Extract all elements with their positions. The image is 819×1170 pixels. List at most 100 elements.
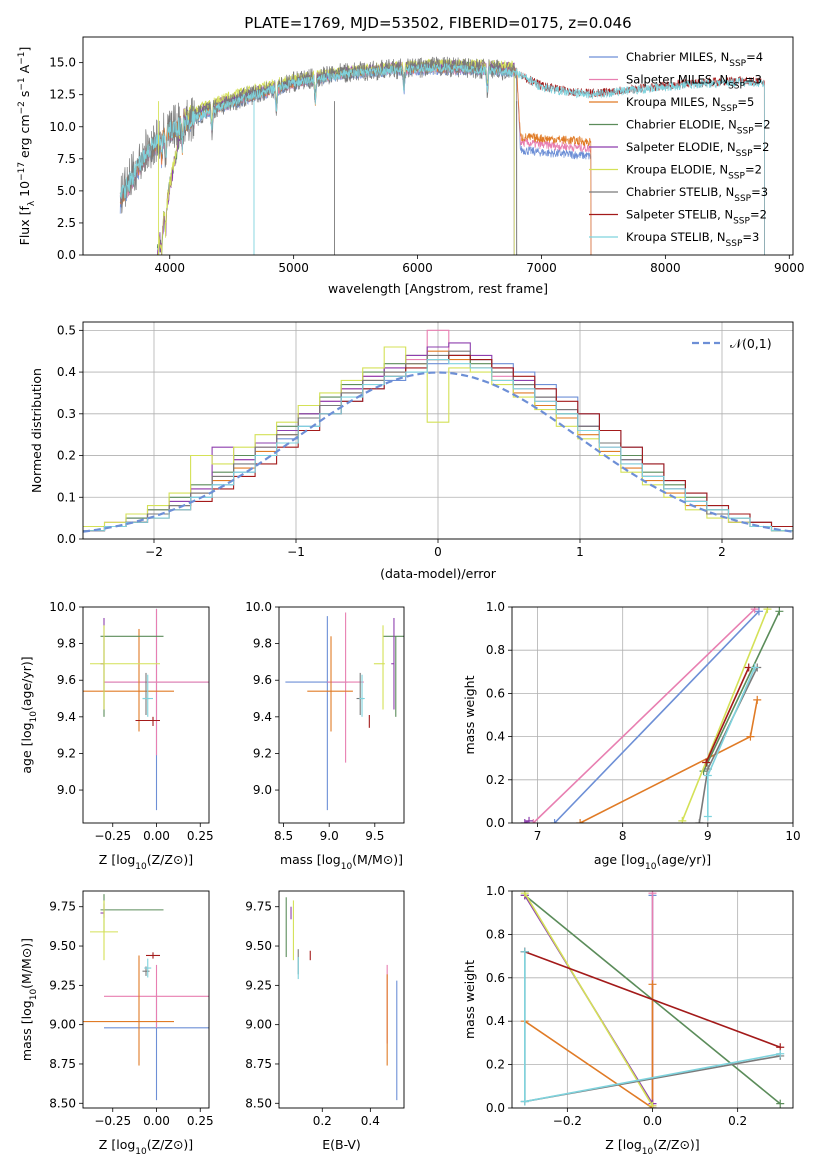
y-tick-label: 0.0 — [486, 1101, 505, 1115]
mass-weight-marker — [520, 1097, 529, 1106]
panel-2-frame — [82, 606, 210, 824]
chart-title: PLATE=1769, MJD=53502, FIBERID=0175, z=0… — [244, 14, 631, 32]
mass-weight-marker — [648, 1101, 657, 1108]
mass-weight-line — [681, 608, 769, 822]
spectrum-series-line — [119, 64, 592, 255]
histogram-lines — [83, 329, 793, 533]
y-tick-label: 0.0 — [57, 532, 76, 546]
panel-6-frame — [278, 890, 405, 1109]
y-tick-label: 8.75 — [49, 1057, 76, 1071]
panel-7-frame — [511, 890, 794, 1109]
y-tick-label: 9.00 — [245, 1018, 272, 1032]
panel-1-axes: −2 −1 0 1 2 0.0 0.1 0.2 0.3 0.4 0.5 — [57, 322, 793, 559]
y-tick-label: 10.0 — [49, 600, 76, 614]
x-tick-label: 8000 — [650, 261, 681, 275]
y-tick-label: 0.4 — [486, 730, 505, 744]
mass-weight-marker — [529, 819, 538, 823]
axis-label: Kroupa ELODIE, NSSP=2 — [626, 163, 762, 182]
y-tick-label: 0.2 — [486, 1058, 505, 1072]
axis-label: mass weight — [462, 960, 477, 1039]
y-tick-label: 0.6 — [486, 971, 505, 985]
mass-weight-marker — [648, 980, 657, 989]
axis-label: Kroupa STELIB, NSSP=3 — [626, 230, 759, 249]
histogram-step-line — [83, 359, 793, 532]
x-tick-label: −2 — [145, 545, 163, 559]
panel-6-axes: 0.2 0.4 8.50 8.75 9.00 9.25 9.50 9.75 — [245, 900, 380, 1128]
x-tick-label: 0.4 — [361, 1114, 380, 1128]
y-tick-label: 0.6 — [486, 686, 505, 700]
x-tick-label: 0.2 — [728, 1114, 747, 1128]
mass-weight-marker — [520, 891, 529, 898]
y-tick-label: 0.0 — [57, 248, 76, 262]
x-tick-label: −0.25 — [94, 829, 131, 843]
axis-label: (data-model)/error — [380, 566, 497, 581]
y-tick-label: 9.4 — [57, 710, 76, 724]
axis-label: Salpeter STELIB, NSSP=2 — [626, 208, 767, 227]
x-tick-label: 10 — [785, 829, 800, 843]
y-tick-label: 9.6 — [253, 673, 272, 687]
spectrum-legend: Chabrier MILES, NSSP=4 Salpeter MILES, NS… — [589, 50, 771, 249]
axis-label: age [log10(age/yr)] — [19, 656, 39, 773]
axis-label: age [log10(age/yr)] — [594, 852, 711, 872]
axis-label: wavelength [Angstrom, rest frame] — [328, 281, 548, 296]
y-tick-label: 0.2 — [486, 773, 505, 787]
x-tick-label: 9000 — [774, 261, 805, 275]
mass-weight-marker — [754, 607, 763, 616]
errorbar-points — [83, 894, 209, 1101]
spectrum-series-line — [156, 60, 515, 255]
y-tick-label: 10.0 — [245, 600, 272, 614]
spectrum-lines — [119, 56, 765, 255]
y-tick-label: 9.8 — [57, 637, 76, 651]
errorbar-points — [285, 612, 404, 811]
mass-weight-line — [524, 892, 654, 1107]
mass-weight-marker — [750, 607, 759, 614]
axis-label: mass [log10(M/M⊙)] — [19, 938, 39, 1061]
spectrum-series-line — [119, 63, 765, 255]
y-tick-label: 8.50 — [245, 1096, 272, 1110]
errorbar-points — [83, 608, 209, 811]
mass-weight-line — [705, 667, 750, 763]
x-tick-label: 2 — [718, 545, 726, 559]
axis-label: Chabrier MILES, NSSP=4 — [626, 50, 763, 69]
mass-weight-marker — [763, 607, 772, 614]
mass-weight-marker — [525, 816, 534, 823]
y-tick-label: 7.5 — [57, 152, 76, 166]
spectrum-series-line — [119, 62, 592, 255]
y-tick-label: 9.6 — [57, 673, 76, 687]
mass-weight-marker — [550, 819, 559, 823]
mass-weight-marker — [702, 758, 711, 767]
axis-label: Z [log10(Z/Z⊙)] — [99, 852, 193, 872]
y-tick-label: 0.4 — [486, 1014, 505, 1028]
spectrum-series-line — [119, 56, 518, 255]
y-tick-label: 9.0 — [253, 783, 272, 797]
x-tick-label: 9.0 — [320, 829, 339, 843]
mass-weight-marker — [750, 663, 759, 672]
panel-3-axes: 8.5 9.0 9.5 9.0 9.2 9.4 9.6 9.8 10.0 — [245, 600, 384, 843]
panel-5-axes: −0.25 0.00 0.25 8.50 8.75 9.00 9.25 9.50 9.75 — [49, 900, 213, 1128]
y-tick-label: 8.75 — [245, 1057, 272, 1071]
axis-label: mass weight — [462, 675, 477, 754]
mass-weight-marker — [776, 1099, 785, 1108]
mass-weight-lines — [520, 607, 784, 823]
mass-weight-marker — [703, 771, 712, 780]
mass-weight-marker — [576, 819, 585, 823]
y-tick-label: 10.0 — [49, 120, 76, 134]
panel-7-axes: −0.2 0.0 0.2 0.0 0.2 0.4 0.6 0.8 1.0 — [486, 884, 793, 1128]
x-tick-label: 4000 — [154, 261, 185, 275]
y-tick-label: 1.0 — [486, 600, 505, 614]
x-tick-label: 0.25 — [187, 829, 214, 843]
x-tick-label: 6000 — [402, 261, 433, 275]
panel-4-frame — [511, 606, 794, 824]
spectrum-series-line — [156, 59, 515, 255]
mass-weight-line — [532, 608, 756, 823]
legend-label: 𝒩(0,1) — [730, 336, 772, 351]
panel-2-axes: −0.25 0.00 0.25 9.0 9.2 9.4 9.6 9.8 10.0 — [49, 600, 213, 843]
y-tick-label: 0.8 — [486, 643, 505, 657]
y-tick-label: 2.5 — [57, 216, 76, 230]
axis-label: Z [log10(Z/Z⊙)] — [605, 1137, 699, 1157]
axis-label: mass [log10(M/M⊙)] — [280, 852, 403, 872]
axis-label: Salpeter MILES, NSSP=3 — [626, 73, 762, 92]
y-tick-label: 0.2 — [57, 449, 76, 463]
y-tick-label: 0.4 — [57, 365, 76, 379]
x-tick-label: 7000 — [526, 261, 557, 275]
